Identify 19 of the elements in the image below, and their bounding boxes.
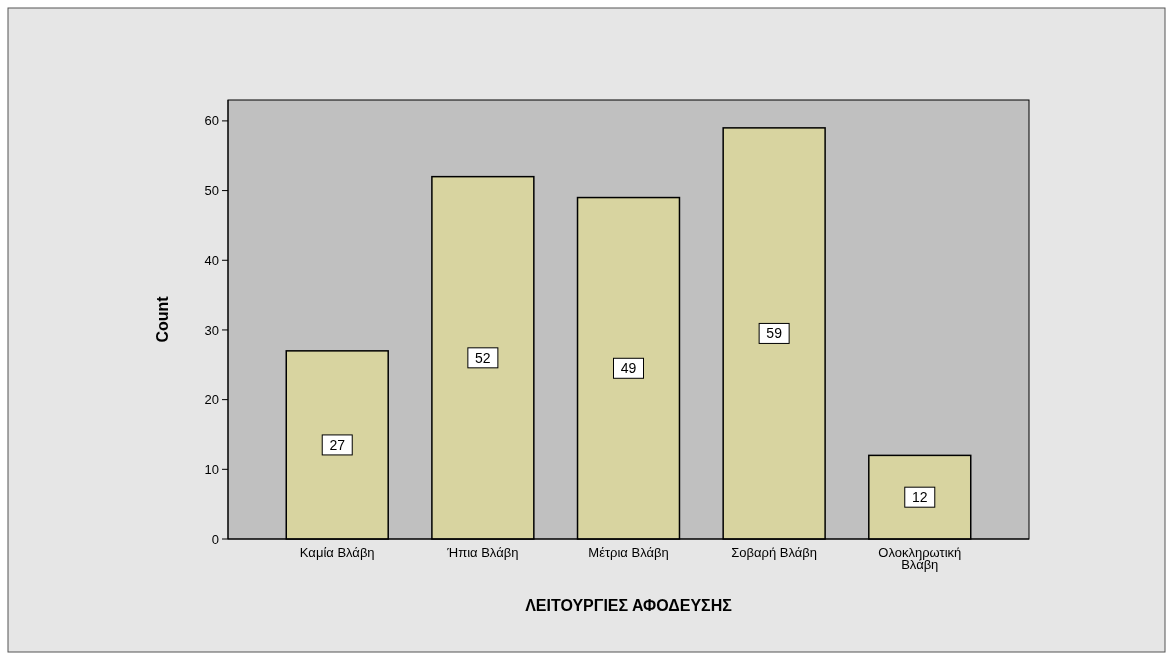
x-tick-label: Σοβαρή Βλάβη (731, 545, 817, 560)
data-label: 27 (329, 436, 346, 453)
y-tick-label: 50 (204, 183, 219, 199)
x-axis-title: ΛΕΙΤΟΥΡΓΙΕΣ ΑΦΟΔΕΥΣΗΣ (525, 597, 733, 614)
y-tick-label: 20 (204, 392, 219, 408)
x-tick-label: Καμία Βλάβη (299, 545, 375, 560)
x-tick-label: Ήπια Βλάβη (446, 545, 519, 560)
y-tick-label: 0 (211, 531, 219, 547)
data-label: 59 (766, 325, 783, 342)
y-tick-label: 60 (204, 113, 219, 129)
y-tick-label: 10 (204, 461, 219, 477)
x-tick-label: Ολοκληρωτική Βλάβη (878, 545, 962, 572)
y-axis-title: Count (154, 295, 171, 343)
x-tick-label: Μέτρια Βλάβη (588, 545, 669, 560)
data-label: 52 (475, 349, 491, 366)
y-tick-label: 30 (204, 322, 219, 338)
data-label: 49 (620, 360, 637, 377)
y-tick-label: 40 (204, 252, 219, 268)
data-label: 12 (911, 489, 928, 506)
